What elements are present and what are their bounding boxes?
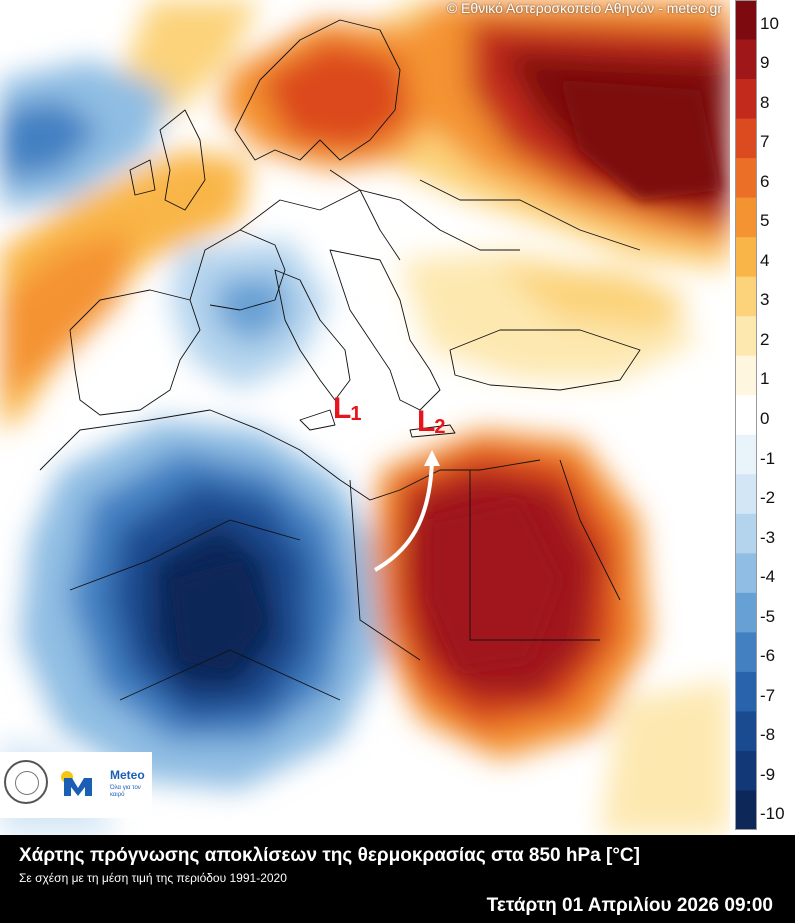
legend-tick-label: 4: [760, 250, 770, 270]
colorbar-segment: [735, 0, 757, 41]
legend-tick-label: -9: [760, 764, 776, 784]
legend-tick-label: 0: [760, 409, 770, 428]
footer-bar: Χάρτης πρόγνωσης αποκλίσεων της θερμοκρα…: [0, 835, 795, 923]
logos-panel: Meteo Όλα για τον καιρό: [0, 752, 152, 818]
colorbar-graphic: [735, 0, 757, 831]
colorbar-segment: [735, 790, 757, 831]
anomaly-detail: [170, 80, 720, 670]
legend-tick-label: -6: [760, 646, 776, 666]
colorbar-segment: [735, 553, 757, 594]
legend-tick-label: -7: [760, 685, 776, 705]
legend-tick-label: 3: [760, 290, 770, 310]
legend-tick-label: -4: [760, 567, 776, 587]
colorbar-segment: [735, 197, 757, 238]
colorbar-segment: [735, 434, 757, 475]
colorbar-segment: [735, 671, 757, 712]
legend-tick-label: 8: [760, 92, 770, 112]
legend-tick-label: -2: [760, 488, 776, 508]
flow-arrow-head: [424, 450, 440, 466]
colorbar-segment: [735, 474, 757, 515]
legend-tick-label: -8: [760, 725, 776, 745]
colorbar-segment: [735, 750, 757, 791]
temperature-anomaly-map: L1 L2 © Εθνικό Αστεροσκοπείο Αθηνών - me…: [0, 0, 730, 835]
meteo-brand-name: Meteo: [110, 768, 145, 782]
colorbar-segment: [735, 158, 757, 199]
legend-tick-label: 2: [760, 329, 770, 349]
legend-tick-label: -5: [760, 606, 776, 626]
legend-tick-label: 7: [760, 132, 770, 152]
colorbar-segment: [735, 39, 757, 80]
colorbar-segment: [735, 711, 757, 752]
map-graphic: [0, 0, 730, 835]
colorbar-segment: [735, 513, 757, 554]
legend-tick-label: 1: [760, 369, 770, 389]
legend-tick-label: 10: [760, 13, 779, 33]
colorbar-segment: [735, 276, 757, 317]
colorbar-segment: [735, 79, 757, 120]
colorbar-segment: [735, 632, 757, 673]
map-title: Χάρτης πρόγνωσης αποκλίσεων της θερμοκρα…: [19, 845, 640, 866]
map-subtitle: Σε σχέση με τη μέση τιμή της περιόδου 19…: [19, 871, 287, 885]
legend-tick-label: -3: [760, 527, 776, 547]
low-pressure-l2-label: L2: [417, 405, 445, 438]
legend-tick-label: -10: [760, 804, 785, 824]
copyright-credit: © Εθνικό Αστεροσκοπείο Αθηνών - meteo.gr: [446, 0, 722, 16]
colorbar-border: [735, 0, 757, 830]
colorbar-segment: [735, 316, 757, 357]
coastlines-and-borders: [39, 19, 641, 701]
colorbar-segment: [735, 237, 757, 278]
low-pressure-l1-label: L1: [333, 392, 361, 425]
legend-tick-label: -1: [760, 448, 776, 468]
meteo-m-logo-icon: [61, 771, 92, 796]
colorbar-segment: [735, 395, 757, 436]
observatory-seal-icon: [4, 760, 48, 804]
legend-tick-label: 9: [760, 53, 770, 73]
colorbar-segment: [735, 118, 757, 159]
colorbar-segment: [735, 592, 757, 633]
colorbar-segment: [735, 355, 757, 396]
meteo-tagline: Όλα για τον καιρό: [110, 785, 141, 798]
legend-tick-label: 6: [760, 171, 770, 191]
forecast-datetime: Τετάρτη 01 Απριλίου 2026 09:00: [486, 895, 773, 916]
legend-tick-label: 5: [760, 211, 770, 231]
legend-colorbar: [735, 0, 757, 831]
flow-arrow: [374, 459, 434, 572]
